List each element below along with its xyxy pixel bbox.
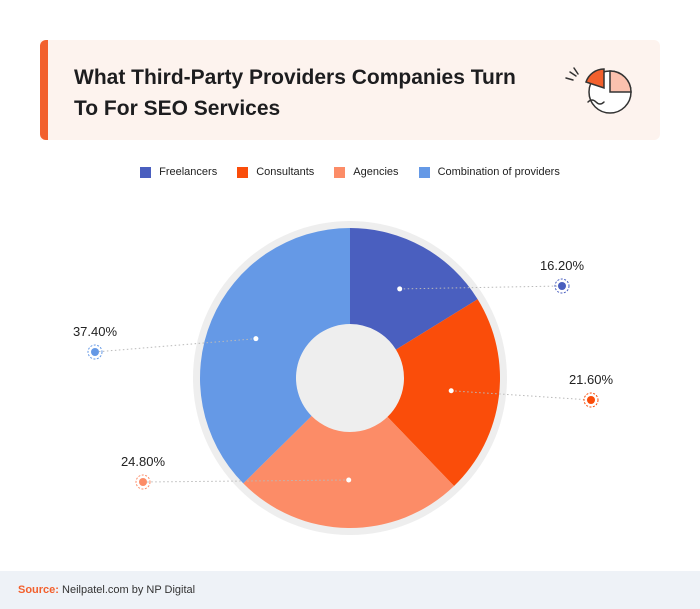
marker-dot-agencies [139,478,147,486]
slice-consultants [387,299,501,487]
source-label: Source: [18,584,59,596]
marker-dot-freelancers [558,282,566,290]
data-label-combination: 37.40% [73,324,118,339]
slice-dot-consultants [448,388,454,394]
marker-ring-combination [87,344,103,360]
slice-dot-combination [253,336,259,342]
marker-ring-freelancers [554,278,570,294]
legend-swatch-consultants [237,166,249,178]
leader-line-consultants [451,390,592,401]
data-label-agencies: 24.80% [121,454,166,469]
marker-ring-consultants [583,392,599,408]
footer: Source: Neilpatel.com by NP Digital [0,571,700,609]
source-note: Source: Neilpatel.com by NP Digital [18,584,195,596]
donut-chart: 16.20% 21.60% 24.80% 37.40% [73,221,614,535]
legend-label-agencies: Agencies [353,166,399,178]
data-label-freelancers: 16.20% [540,258,585,273]
source-text: Neilpatel.com by NP Digital [62,584,196,596]
chart-legend: Freelancers Consultants Agencies Combina… [0,166,700,178]
slice-combination [199,228,350,484]
header-banner: What Third-Party Providers Companies Tur… [40,40,660,140]
legend-item-consultants: Consultants [237,166,314,178]
legend-label-consultants: Consultants [256,166,315,178]
legend-swatch-freelancers [140,166,152,178]
legend-item-freelancers: Freelancers [140,166,217,178]
slice-dot-freelancers [397,286,403,292]
slice-dot-agencies [346,477,352,483]
legend-item-combination: Combination of providers [418,166,560,178]
legend-item-agencies: Agencies [334,166,399,178]
legend-label-freelancers: Freelancers [159,166,218,178]
marker-ring-agencies [135,474,151,490]
leader-line-freelancers [399,285,563,290]
page-title: What Third-Party Providers Companies Tur… [74,66,516,120]
marker-dot-consultants [587,396,595,404]
header-accent-bar [40,40,48,140]
data-label-consultants: 21.60% [569,372,614,387]
pie-chart-icon [565,67,632,114]
slice-agencies [243,415,455,528]
slice-freelancers [350,228,478,350]
leader-line-combination [94,338,256,353]
legend-swatch-agencies [334,166,346,178]
legend-swatch-combination [418,166,430,178]
legend-label-combination: Combination of providers [437,166,560,178]
marker-dot-combination [91,348,99,356]
